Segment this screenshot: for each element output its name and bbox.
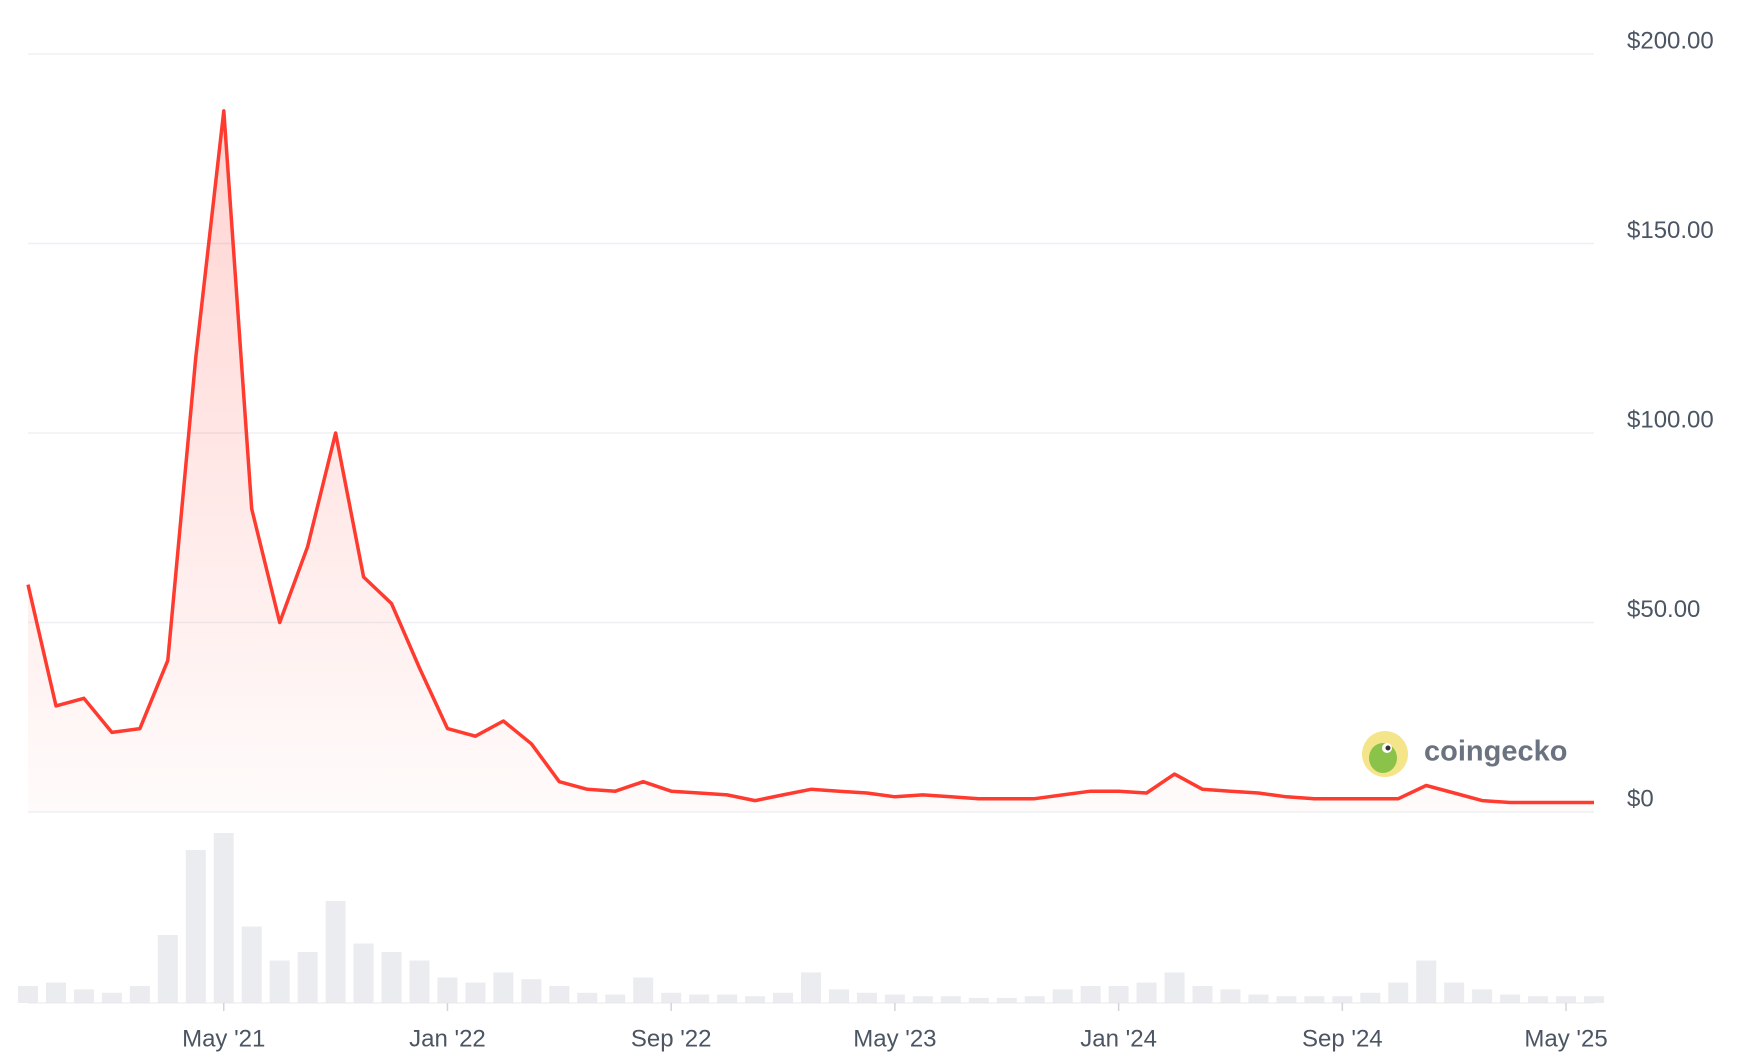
volume-bar	[18, 986, 38, 1003]
volume-bar	[1584, 996, 1604, 1003]
x-tick-label: Jan '22	[409, 1025, 486, 1052]
x-tick-label: May '25	[1524, 1025, 1607, 1052]
volume-bar	[996, 997, 1017, 1003]
volume-bar	[717, 994, 738, 1003]
volume-bar	[297, 952, 318, 1003]
volume-bar	[1192, 986, 1213, 1003]
volume-bar	[101, 992, 122, 1003]
volume-bar	[884, 994, 905, 1003]
watermark: coingecko	[1362, 731, 1567, 777]
labels: $0 $50.00 $100.00 $150.00 $200.00 May '21 Jan …	[182, 27, 1714, 1052]
volume-bar	[213, 833, 234, 1003]
volume-bar	[1528, 996, 1549, 1003]
volume-bar	[353, 943, 374, 1003]
volume-bar	[633, 977, 654, 1003]
price-line	[26, 109, 1594, 805]
y-tick-label: $100.00	[1627, 406, 1714, 433]
volume	[18, 833, 1604, 1003]
volume-bar	[1108, 986, 1129, 1003]
volume-bar	[773, 992, 794, 1003]
volume-bar	[73, 989, 94, 1003]
x-tick-label: Sep '22	[631, 1025, 712, 1052]
grid	[28, 53, 1594, 1011]
watermark-text: coingecko	[1424, 736, 1567, 768]
volume-bar	[1136, 982, 1157, 1003]
volume-bar	[689, 994, 710, 1003]
volume-bar	[661, 992, 682, 1003]
volume-bar	[1472, 989, 1493, 1003]
volume-bar	[157, 935, 178, 1003]
volume-bar	[1052, 989, 1073, 1003]
volume-bar	[605, 994, 626, 1003]
y-tick-label: $50.00	[1627, 596, 1700, 623]
volume-bar	[1248, 994, 1269, 1003]
volume-bar	[968, 997, 989, 1003]
volume-bar	[940, 996, 961, 1003]
volume-bar	[1220, 989, 1241, 1003]
volume-bar	[1332, 996, 1353, 1003]
volume-bar	[465, 982, 486, 1003]
volume-bar	[549, 986, 570, 1003]
y-tick-label: $0	[1627, 785, 1654, 812]
price-area	[28, 110, 1594, 812]
volume-bar	[437, 977, 458, 1003]
x-tick-label: Jan '24	[1080, 1025, 1157, 1052]
volume-bar	[856, 992, 877, 1003]
volume-bar	[185, 850, 206, 1003]
volume-bar	[269, 960, 290, 1003]
volume-bar	[1416, 960, 1437, 1003]
volume-bar	[409, 960, 430, 1003]
volume-bar	[493, 972, 514, 1003]
volume-bar	[1304, 996, 1325, 1003]
volume-bar	[1360, 992, 1381, 1003]
x-tick-label: Sep '24	[1302, 1025, 1383, 1052]
volume-bar	[1500, 994, 1521, 1003]
volume-bar	[45, 982, 66, 1003]
volume-bar	[1080, 986, 1101, 1003]
volume-bar	[1388, 982, 1409, 1003]
volume-bar	[241, 926, 262, 1003]
volume-bar	[828, 989, 849, 1003]
volume-bar	[801, 972, 821, 1003]
y-tick-label: $200.00	[1627, 27, 1714, 54]
volume-bar	[1024, 996, 1045, 1003]
volume-bar	[521, 979, 542, 1003]
volume-bar	[1444, 982, 1465, 1003]
x-tick-label: May '21	[182, 1025, 265, 1052]
volume-bar	[129, 986, 150, 1003]
volume-bar	[745, 996, 766, 1003]
volume-bar	[1164, 972, 1185, 1003]
volume-bar	[325, 901, 346, 1003]
volume-bar	[1556, 996, 1577, 1003]
x-tick-label: May '23	[853, 1025, 936, 1052]
y-tick-label: $150.00	[1627, 217, 1714, 244]
volume-bar	[1276, 996, 1297, 1003]
volume-bar	[381, 952, 402, 1003]
plot	[26, 109, 1594, 812]
volume-bar	[912, 996, 933, 1003]
logo-pupil	[1385, 745, 1391, 751]
volume-bar	[577, 992, 598, 1003]
